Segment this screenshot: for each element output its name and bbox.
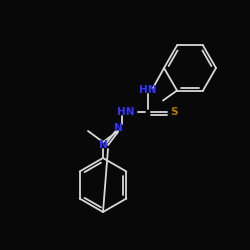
Text: N: N xyxy=(98,140,108,150)
Text: HN: HN xyxy=(117,107,135,117)
Text: HN: HN xyxy=(139,85,157,95)
Text: N: N xyxy=(114,123,122,133)
Text: S: S xyxy=(170,107,178,117)
